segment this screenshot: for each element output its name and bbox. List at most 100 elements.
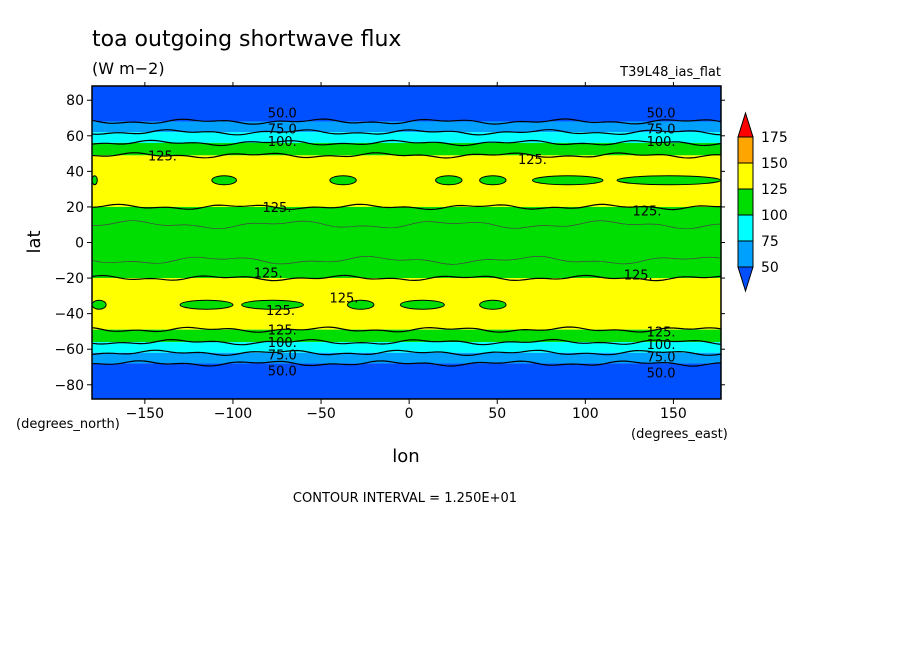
inner-contour-1 <box>91 255 722 265</box>
flux-band-0 <box>92 86 721 122</box>
contour-line-1 <box>91 129 722 136</box>
contour-line-8 <box>91 349 722 357</box>
x-tick-label: 150 <box>660 406 687 422</box>
plot-area <box>91 86 722 399</box>
contour-label-3: 125. <box>148 149 177 164</box>
contour-label-16: 75.0 <box>268 349 297 364</box>
y-tick-label: 0 <box>75 236 84 252</box>
x-axis-ticks: −150 −100 −50 0 50 100 150 <box>126 82 687 422</box>
colorbar-segment-150_175 <box>737 136 754 164</box>
colorbar-triangle-top <box>737 111 754 138</box>
flux-band-2 <box>92 132 721 143</box>
y-tick-label: −80 <box>54 378 84 394</box>
colorbar-label: 50 <box>761 260 779 276</box>
green-patch-1-4 <box>399 299 445 310</box>
flux-band-3 <box>92 142 721 156</box>
green-patch-1-2 <box>241 299 304 310</box>
contour-label-21: 50.0 <box>647 366 676 381</box>
contour-interval-label: CONTOUR INTERVAL = 1.250E+01 <box>293 491 517 506</box>
contour-label-1: 75.0 <box>268 123 297 138</box>
x-tick-label: −50 <box>306 406 336 422</box>
colorbar-segment-75_100 <box>737 214 754 242</box>
y-axis-label: lat <box>24 230 45 253</box>
y-tick-label: −40 <box>54 307 84 323</box>
x-unit-label: (degrees_east) <box>631 427 728 442</box>
green-patch-0-4 <box>479 175 507 186</box>
colorbar-segment-100_125 <box>737 188 754 216</box>
chart-title: toa outgoing shortwave flux <box>92 27 401 52</box>
contour-line-6 <box>91 326 722 333</box>
x-tick-label: 0 <box>405 406 414 422</box>
y-tick-label: −60 <box>54 342 84 358</box>
contour-label-11: 125. <box>624 269 653 284</box>
y-tick-label: 40 <box>66 164 84 180</box>
contour-line-3 <box>91 152 722 159</box>
colorbar-label: 100 <box>761 208 788 224</box>
x-tick-label: −150 <box>126 406 164 422</box>
chart-units: (W m−2) <box>92 59 165 78</box>
contour-label-4: 50.0 <box>647 107 676 122</box>
contour-label-9: 125. <box>633 204 662 219</box>
green-patch-1-3 <box>346 299 375 310</box>
colorbar-triangle-bottom <box>737 266 754 293</box>
green-patch-1-5 <box>479 299 507 310</box>
y-unit-label: (degrees_north) <box>16 417 120 432</box>
contour-label-18: 125. <box>647 325 676 340</box>
y-tick-label: 80 <box>66 93 84 109</box>
contour-line-7 <box>91 338 722 346</box>
flux-band-9 <box>92 352 721 364</box>
contour-label-7: 125. <box>518 153 547 168</box>
contour-line-0 <box>91 118 722 125</box>
x-axis-label: lon <box>392 446 419 467</box>
contour-label-14: 125. <box>268 324 297 339</box>
contour-label-5: 75.0 <box>647 123 676 138</box>
contour-label-19: 100. <box>647 338 676 353</box>
green-patch-0-5 <box>531 175 604 186</box>
colorbar-label: 125 <box>761 182 788 198</box>
y-tick-label: 60 <box>66 129 84 145</box>
contour-line-5 <box>91 274 722 282</box>
green-patch-0-1 <box>211 175 237 186</box>
green-patch-0-6 <box>616 175 722 186</box>
contour-label-8: 125. <box>263 201 292 216</box>
green-patch-0-3 <box>435 175 463 186</box>
contour-label-6: 100. <box>647 135 676 150</box>
contour-line-4 <box>91 203 721 211</box>
flux-band-5 <box>92 206 721 279</box>
y-axis-ticks: −80 −60 −40 −20 0 20 40 60 80 <box>54 93 725 394</box>
flux-band-10 <box>92 363 721 399</box>
flux-band-4 <box>92 155 721 207</box>
colorbar-segment-50_75 <box>737 240 754 268</box>
inner-contour-0 <box>91 220 722 230</box>
flux-band-1 <box>92 121 721 133</box>
contour-label-20: 75.0 <box>647 350 676 365</box>
x-tick-label: 50 <box>488 406 506 422</box>
x-tick-label: 100 <box>572 406 599 422</box>
y-tick-label: −20 <box>54 271 84 287</box>
colorbar-label: 75 <box>761 234 779 250</box>
green-patch-0-0 <box>91 175 98 186</box>
run-label: T39L48_ias_flat <box>619 65 721 80</box>
green-patch-1-0 <box>91 299 107 310</box>
contour-line-9 <box>91 360 722 367</box>
contour-label-15: 100. <box>268 336 297 351</box>
flux-band-8 <box>92 342 721 353</box>
contour-label-2: 100. <box>268 135 297 150</box>
contour-label-10: 125. <box>254 267 283 282</box>
y-tick-label: 20 <box>66 200 84 216</box>
colorbar-segment-125_150 <box>737 162 754 190</box>
colorbar: 175 150 125 100 75 50 <box>737 111 788 293</box>
colorbar-label: 150 <box>761 156 788 172</box>
colorbar-label: 175 <box>761 130 788 146</box>
green-patch-0-2 <box>329 175 357 186</box>
contour-label-0: 50.0 <box>268 107 297 122</box>
contour-label-17: 50.0 <box>268 365 297 380</box>
contour-label-12: 125. <box>329 292 358 307</box>
x-tick-label: −100 <box>214 406 252 422</box>
contour-line-2 <box>91 139 722 147</box>
flux-band-7 <box>92 329 721 343</box>
green-patch-1-1 <box>179 299 234 310</box>
contour-label-13: 125. <box>266 304 295 319</box>
